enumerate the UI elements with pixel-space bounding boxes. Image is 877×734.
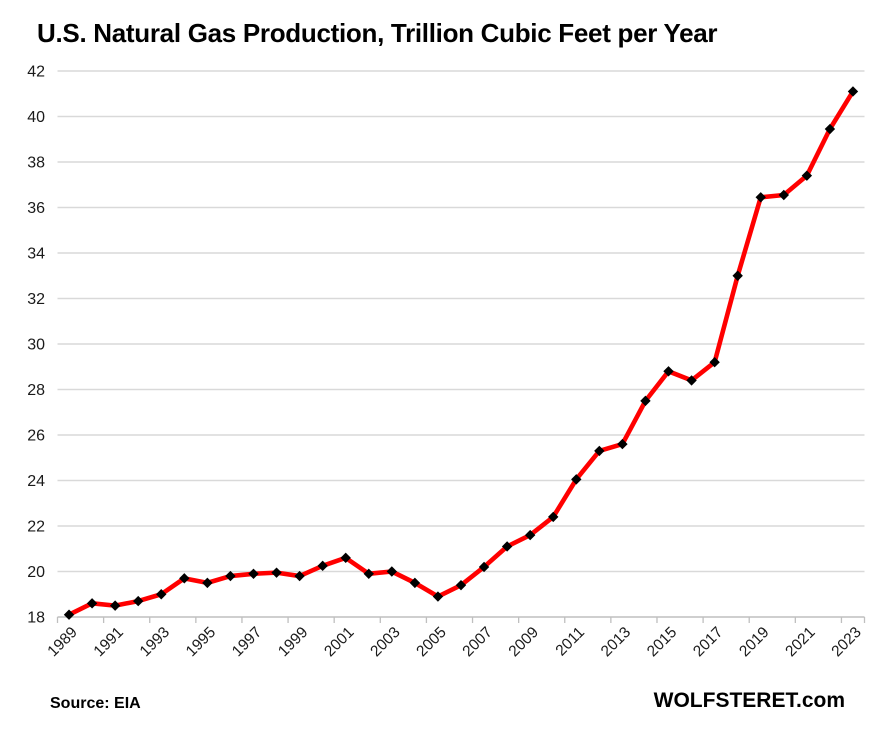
x-axis-label: 2021 [782,624,818,660]
chart-title: U.S. Natural Gas Production, Trillion Cu… [37,18,718,48]
x-axis-label: 2007 [459,624,495,660]
data-point [294,570,305,582]
x-axis-label: 1993 [137,624,173,660]
data-point [86,598,98,609]
x-axis-label: 1989 [44,624,80,660]
y-axis-label: 24 [27,473,45,490]
y-axis-label: 38 [27,155,45,172]
x-axis-label: 1991 [91,624,127,660]
x-axis-label: 2001 [321,624,357,660]
data-point [248,568,259,579]
x-axis-label: 2009 [506,624,542,660]
x-axis-label: 2003 [367,624,403,660]
data-point [202,577,213,589]
x-axis-label: 2013 [598,624,634,660]
data-point [63,609,75,620]
data-point [271,567,282,578]
data-point [386,566,398,577]
data-point [156,589,167,600]
data-point [732,270,743,281]
data-point [617,438,628,450]
y-axis-label: 20 [27,564,45,581]
data-point [824,123,836,135]
data-point [133,595,144,607]
x-axis-label: 2019 [736,624,772,660]
data-point [709,357,720,368]
data-point [640,395,651,407]
x-axis-label: 1995 [183,624,219,660]
data-point [778,189,789,201]
data-point [225,570,236,582]
data-point [501,541,513,552]
data-point [801,170,813,181]
y-axis-label: 18 [27,610,45,627]
data-point [409,577,421,589]
y-axis-label: 36 [27,200,45,217]
y-axis-label: 28 [27,382,45,399]
x-axis-label: 1997 [229,624,265,660]
y-axis-label: 34 [27,246,45,263]
y-axis-label: 26 [27,428,45,445]
data-point [847,86,859,97]
data-point [179,573,190,584]
watermark-label: WOLFSTERET.com [653,689,845,712]
source-label: Source: EIA [50,695,141,712]
y-axis-label: 30 [27,337,45,354]
data-point [317,560,328,572]
data-point [663,366,674,377]
data-point [571,474,582,485]
y-axis-label: 40 [27,109,45,126]
data-point [432,591,444,602]
x-axis-label: 2023 [828,624,864,660]
data-point [109,600,121,611]
x-axis-label: 2017 [690,624,726,660]
x-axis-label: 2015 [644,624,680,660]
y-axis-label: 32 [27,291,45,308]
y-axis-label: 22 [27,519,45,536]
x-axis-label: 2011 [553,624,589,660]
data-point [755,192,766,203]
data-point [340,552,351,564]
data-point [524,529,536,541]
data-point [455,579,467,591]
data-point [686,375,697,386]
x-axis-label: 1999 [275,624,311,660]
production-line [66,89,856,618]
y-axis-label: 42 [27,64,45,81]
data-point [594,445,605,457]
data-point [548,511,559,523]
data-point [363,568,374,579]
x-axis-label: 2005 [413,624,449,660]
data-point [478,561,490,573]
